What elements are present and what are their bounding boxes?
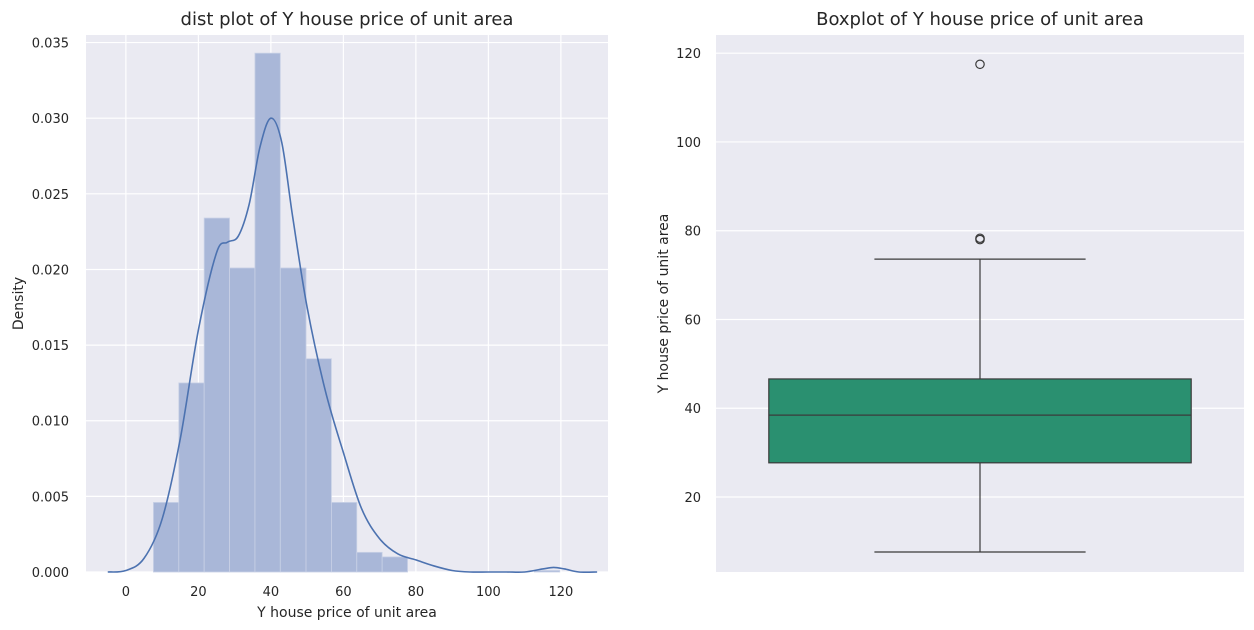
y-tick-label: 20 — [684, 491, 701, 506]
histogram-y-axis-label: Density — [11, 277, 27, 330]
histogram-bar — [356, 551, 383, 573]
histogram-bar — [279, 267, 307, 573]
y-tick-label: 60 — [684, 313, 701, 328]
x-tick-label: 80 — [408, 585, 425, 600]
x-tick-label: 120 — [548, 585, 573, 600]
histogram-bar — [153, 502, 180, 573]
boxplot-y-axis-label: Y house price of unit area — [656, 214, 672, 395]
histogram-x-tick-labels: 0 20 40 60 80 100 120 — [122, 585, 574, 600]
outlier-point — [975, 59, 985, 70]
x-tick-label: 20 — [190, 585, 207, 600]
x-tick-label: 60 — [335, 585, 352, 600]
histogram-bar — [331, 502, 358, 573]
histogram-bar — [178, 382, 205, 573]
histogram-panel: 0 20 40 60 80 100 120 0.000 0.005 0.010 0.015 0.02… — [11, 9, 608, 621]
histogram-x-axis-label: Y house price of unit area — [256, 605, 437, 621]
y-tick-label: 0.005 — [32, 490, 69, 505]
histogram-y-tick-labels: 0.000 0.005 0.010 0.015 0.020 0.025 0.030 0.035 — [32, 37, 69, 581]
y-tick-label: 40 — [684, 402, 701, 417]
y-tick-label: 0.025 — [32, 188, 69, 203]
y-tick-label: 0.010 — [32, 415, 69, 430]
histogram-bar — [254, 52, 281, 573]
x-tick-label: 0 — [122, 585, 130, 600]
x-tick-label: 100 — [476, 585, 501, 600]
boxplot-y-tick-labels: 20 40 60 80 100 120 — [676, 47, 701, 506]
histogram-bar — [229, 267, 256, 573]
y-tick-label: 0.000 — [32, 566, 69, 581]
y-tick-label: 80 — [684, 225, 701, 240]
histogram-bar — [381, 556, 408, 573]
box-iqr — [768, 378, 1192, 464]
histogram-gridlines — [86, 35, 608, 573]
y-tick-label: 0.030 — [32, 112, 69, 127]
outlier-point — [975, 233, 985, 244]
histogram-bar — [203, 217, 230, 573]
y-tick-label: 100 — [676, 136, 701, 151]
kde-curve — [107, 117, 598, 574]
histogram-bar — [305, 358, 332, 573]
boxplot-panel: 20 40 60 80 100 120 Boxplot of Y house price … — [656, 9, 1244, 572]
histogram-title: dist plot of Y house price of unit area — [181, 9, 514, 30]
boxplot-title: Boxplot of Y house price of unit area — [816, 9, 1144, 30]
x-tick-label: 40 — [263, 585, 280, 600]
y-tick-label: 0.035 — [32, 37, 69, 52]
y-tick-label: 0.020 — [32, 263, 69, 278]
y-tick-label: 0.015 — [32, 339, 69, 354]
boxplot-box-group — [768, 59, 1192, 553]
y-tick-label: 120 — [676, 47, 701, 62]
histogram-bars — [153, 52, 561, 573]
histogram-plot-area — [86, 35, 608, 572]
histogram-bar — [534, 570, 561, 573]
